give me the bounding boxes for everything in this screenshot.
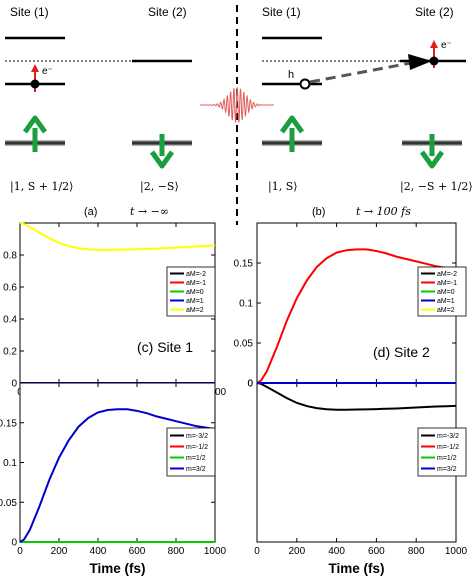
legend-label: m=1/2 — [437, 455, 457, 462]
y-tick-label: 0 — [247, 379, 253, 390]
x-tick-label: 0 — [254, 546, 260, 557]
legend-label: m=1/2 — [186, 455, 206, 462]
y-tick-label: 0 — [11, 538, 17, 549]
series-line-m=-3/2 — [256, 382, 457, 411]
x-axis-title: Time (fs) — [328, 561, 384, 576]
charge-transfer-arrow — [309, 60, 417, 84]
legend-label: m=3/2 — [437, 466, 457, 473]
legend-label: aM=-1 — [186, 280, 206, 287]
x-tick-label: 800 — [408, 546, 425, 557]
chart-site1-top: 0200400600800100000.20.40.60.8aM=-2aM=-1… — [3, 222, 227, 398]
x-tick-label: 200 — [51, 546, 68, 557]
right-site2-label: Site (2) — [415, 5, 454, 19]
series-line-aM=2 — [19, 222, 216, 251]
x-tick-label: 800 — [168, 546, 185, 557]
left-ket-site1: |1, S + 1/2⟩ — [10, 180, 73, 194]
legend: m=-3/2 m=-1/2 m=1/2 m=3/2 — [166, 427, 216, 477]
x-tick-label: 600 — [368, 546, 385, 557]
left-site1-label: Site (1) — [10, 5, 49, 19]
y-tick-label: 0 — [11, 379, 17, 390]
panel-annotation: (d) Site 2 — [373, 344, 430, 360]
x-tick-label: 200 — [288, 546, 305, 557]
left-electron-label: e⁻ — [42, 66, 53, 77]
chart-site1-bottom: 0 200 400 600 800 1000 0 0.05 0.1 0.15 m=-3/2 m=-1/… — [0, 382, 227, 576]
y-tick-label: 0.15 — [234, 259, 254, 270]
y-tick-label: 0.05 — [0, 498, 17, 509]
series-line-m=3/2 — [19, 408, 216, 543]
legend-label: aM=0 — [437, 289, 455, 296]
left-schematic: Site (1) Site (2) e⁻ |1, S + 1/2⟩ |2, −S… — [5, 5, 192, 218]
x-tick-label: 1000 — [445, 546, 468, 557]
legend-label: aM=1 — [437, 298, 455, 305]
right-hole-label: h — [288, 69, 294, 81]
x-tick-label: 0 — [17, 546, 23, 557]
right-ket-site2: |2, −S + 1/2⟩ — [400, 180, 473, 194]
legend-label: m=-1/2 — [186, 444, 208, 451]
legend: m=-3/2 m=-1/2 m=1/2 m=3/2 — [417, 427, 467, 477]
right-caption: (b) — [312, 206, 325, 218]
legend-label: aM=2 — [186, 307, 204, 314]
y-tick-label: 0 — [247, 379, 253, 390]
right-electron-arrowhead — [430, 40, 438, 48]
y-tick-label: 0.4 — [3, 315, 17, 326]
left-site2-spin-down-arrow — [149, 134, 175, 169]
left-site1-spin-up-arrow — [22, 115, 48, 152]
right-site1-label: Site (1) — [262, 5, 301, 19]
legend-label: m=-3/2 — [186, 433, 208, 440]
y-tick-label: 0.1 — [3, 458, 17, 469]
y-tick-label: 0.15 — [0, 418, 17, 429]
left-ket-site2: |2, −S⟩ — [140, 180, 179, 194]
left-electron-arrowhead — [31, 64, 39, 72]
legend-label: aM=-2 — [437, 271, 457, 278]
y-tick-label: 0.2 — [3, 347, 17, 358]
legend-label: m=3/2 — [186, 466, 206, 473]
legend-label: m=-3/2 — [437, 433, 459, 440]
x-tick-label: 600 — [129, 546, 146, 557]
laser-pulse-icon — [200, 87, 274, 123]
y-tick-label: 0.8 — [3, 251, 17, 262]
x-tick-label: 1000 — [204, 546, 227, 557]
x-tick-label: 400 — [90, 546, 107, 557]
chart-site2-bottom: 0 200 400 600 800 1000 0 m=-3/2 m=-1/2 m=1/2 m=3/2… — [247, 379, 467, 577]
x-tick-label: 400 — [328, 546, 345, 557]
legend-label: m=-1/2 — [437, 444, 459, 451]
right-site1-spin-up-arrow — [279, 115, 305, 152]
y-tick-label: 0.1 — [239, 299, 253, 310]
x-axis-title: Time (fs) — [89, 561, 145, 576]
right-ket-site1: |1, S⟩ — [268, 180, 298, 194]
chart-site2-top: 0 0.05 0.1 0.15 aM=-2 aM=-1 aM=0 aM=1 aM=2 (d) Si… — [234, 222, 467, 390]
right-electron-label: e⁻ — [441, 40, 452, 51]
right-site2-spin-down-arrow — [419, 134, 445, 169]
schematic: Site (1) Site (2) e⁻ |1, S + 1/2⟩ |2, −S… — [5, 5, 473, 225]
legend: aM=-2 aM=-1 aM=0 aM=1 aM=2 — [417, 266, 467, 317]
charge-transfer-arrowhead — [408, 54, 432, 70]
left-time-label: t → −∞ — [130, 205, 169, 218]
right-electron-dot — [429, 56, 439, 66]
y-tick-label: 0.6 — [3, 283, 17, 294]
left-site2-label: Site (2) — [148, 5, 187, 19]
legend-label: aM=2 — [437, 307, 455, 314]
legend-label: aM=0 — [186, 289, 204, 296]
legend: aM=-2 aM=-1 aM=0 aM=1 aM=2 — [166, 266, 216, 317]
legend-label: aM=-2 — [186, 271, 206, 278]
plots: 0 200 400 600 800 1000 0 0.2 0.4 0.6 0.8 aM=-2 aM=-1… — [0, 222, 468, 577]
panel-annotation: (c) Site 1 — [137, 339, 193, 355]
y-tick-label: 0.05 — [234, 339, 254, 350]
right-schematic: Site (1) Site (2) h e⁻ |1, S⟩ |2, −S + 1… — [262, 5, 473, 218]
legend-label: aM=-1 — [437, 280, 457, 287]
legend-label: aM=1 — [186, 298, 204, 305]
right-time-label: t → 100 fs — [356, 205, 411, 218]
left-electron-dot — [30, 79, 40, 89]
right-hole-dot — [299, 78, 311, 90]
series-line-aM=-1 — [256, 248, 457, 384]
left-caption: (a) — [84, 206, 97, 218]
